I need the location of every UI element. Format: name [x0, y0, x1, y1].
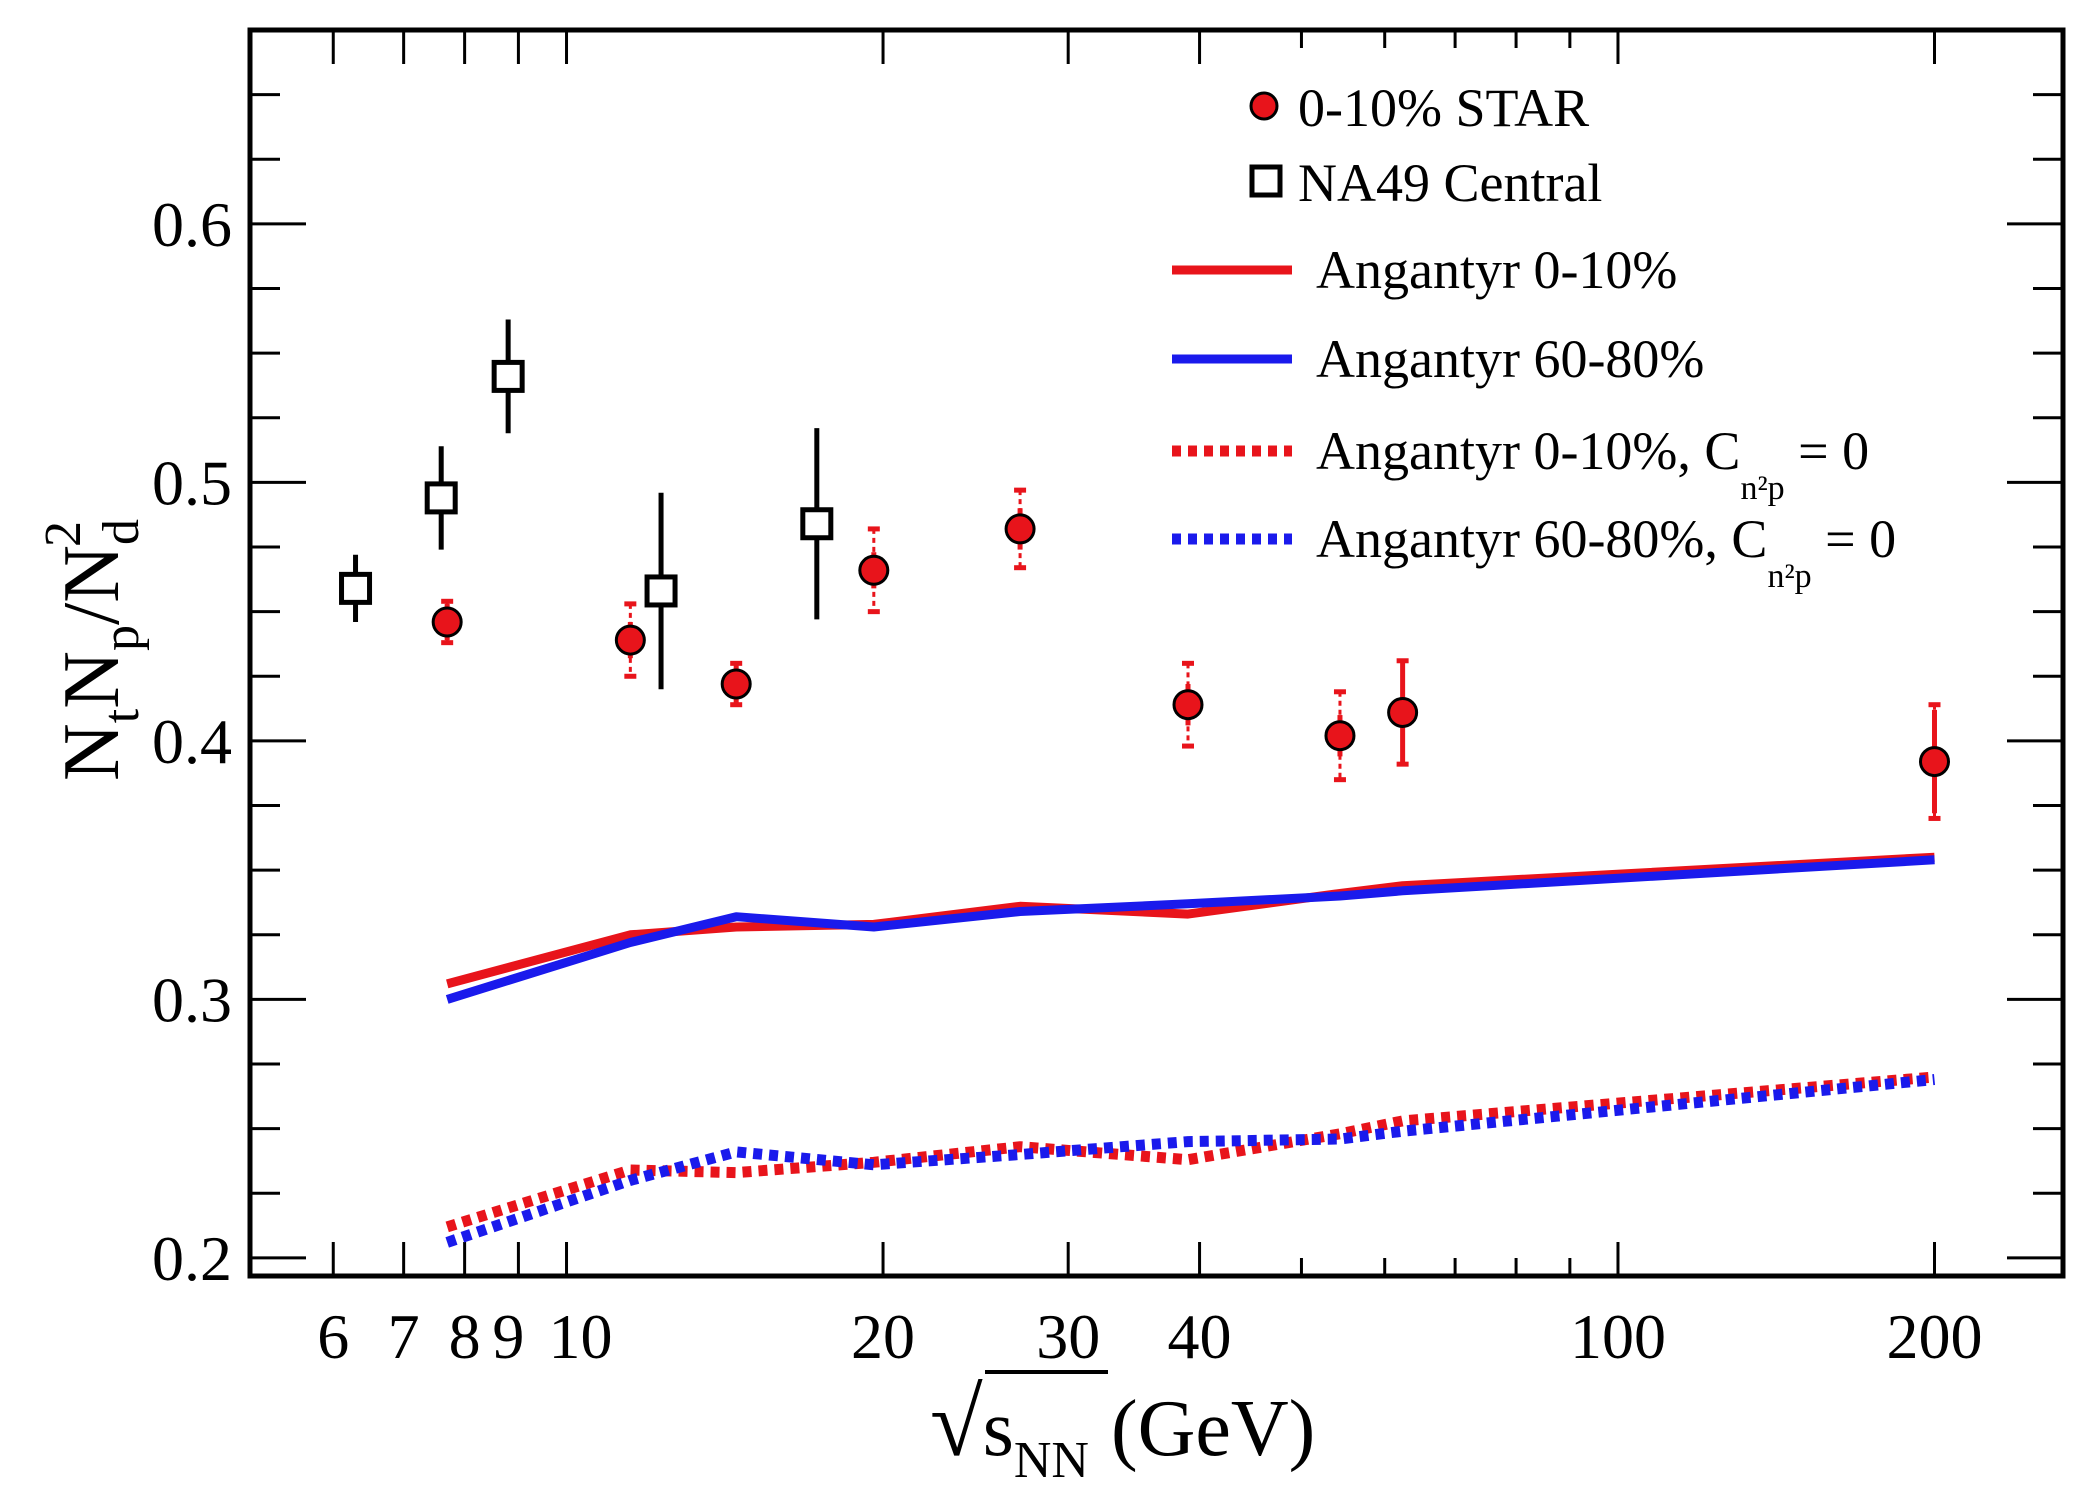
x-tick-label: 10 — [549, 1301, 613, 1372]
x-tick-label: 30 — [1036, 1301, 1100, 1372]
axis-ticks — [250, 30, 2063, 1276]
legend-label-tail: = 0 — [1785, 421, 1869, 481]
legend-label: Angantyr 60-80%, Cn²p = 0 — [1316, 509, 1896, 595]
model-curves — [445, 852, 1936, 1248]
na49-point — [339, 571, 373, 605]
legend-label-main: Angantyr 0-10%, C — [1316, 421, 1740, 481]
x-title-sub: NN — [1014, 1432, 1089, 1489]
x-axis-title: √sNN (GeV) — [930, 1369, 1315, 1489]
legend-label-sub: n²p — [1740, 470, 1784, 507]
legend-marker-square — [1249, 164, 1283, 198]
star-point — [858, 554, 890, 586]
x-tick-label: 40 — [1168, 1301, 1232, 1372]
x-title-s: s — [983, 1385, 1014, 1473]
legend-label: Angantyr 0-10%, Cn²p = 0 — [1316, 421, 1869, 507]
na49-point — [491, 359, 525, 393]
star-point — [1004, 513, 1036, 545]
star-point — [1387, 696, 1419, 728]
na49-point — [644, 574, 678, 608]
legend-label: 0-10% STAR — [1298, 78, 1589, 138]
star-point — [614, 624, 646, 656]
y-tick-label: 0.4 — [152, 706, 232, 777]
legend-marker-circle — [1249, 91, 1279, 121]
y-title-s3: d — [93, 519, 150, 545]
y-title-s2: p — [93, 625, 150, 651]
star-point — [1918, 746, 1950, 778]
legend-label-main: Angantyr 60-80%, C — [1316, 509, 1767, 569]
y-tick-label: 0.2 — [152, 1223, 232, 1294]
x-tick-label: 200 — [1886, 1301, 1982, 1372]
y-tick-label: 0.5 — [152, 447, 232, 518]
y-tick-label: 0.6 — [152, 189, 232, 260]
x-tick-label: 20 — [851, 1301, 915, 1372]
legend-label: Angantyr 0-10% — [1316, 240, 1677, 300]
legend-label: NA49 Central — [1298, 153, 1602, 213]
svg-text:√sNN(GeV): √sNN (GeV) — [930, 1369, 1315, 1489]
na49-point — [424, 481, 458, 515]
series-line — [445, 855, 1935, 1004]
legend-label-tail: = 0 — [1812, 509, 1896, 569]
x-tick-label: 7 — [388, 1301, 420, 1372]
na49-point — [800, 507, 834, 541]
legend-label-main: Angantyr 60-80% — [1316, 329, 1704, 389]
plot-frame — [247, 27, 2066, 1279]
data-points — [339, 319, 1950, 821]
y-title-n1: N — [48, 723, 136, 781]
legend-label-main: NA49 Central — [1298, 153, 1602, 213]
y-title-n2: N — [48, 651, 136, 709]
y-axis-title: NtNp/Nd2 — [35, 519, 150, 781]
legend-label: Angantyr 60-80% — [1316, 329, 1704, 389]
series-line — [445, 1074, 1936, 1248]
y-tick-label: 0.3 — [152, 964, 232, 1035]
legend-label-main: Angantyr 0-10% — [1316, 240, 1677, 300]
star-point — [1172, 689, 1204, 721]
x-tick-label: 6 — [317, 1301, 349, 1372]
x-tick-label: 8 — [449, 1301, 481, 1372]
star-point — [431, 606, 463, 638]
x-title-unit: (GeV) — [1111, 1385, 1315, 1473]
legend-label-main: 0-10% STAR — [1298, 78, 1589, 138]
x-tick-label: 9 — [492, 1301, 524, 1372]
y-title-s1: t — [93, 708, 150, 723]
x-tick-label: 100 — [1570, 1301, 1666, 1372]
legend-label-sub: n²p — [1767, 558, 1811, 595]
tick-labels: 6 7 8 9 10 20 30 40 100 200 0.2 0.3 0.4 0.5 0.6 — [152, 189, 1982, 1372]
y-title-sup: 2 — [35, 521, 92, 547]
svg-text:NtNp/Nd2: NtNp/Nd2 — [35, 519, 150, 781]
x-title-radical: √ — [930, 1369, 983, 1476]
y-title-slash: /N — [48, 545, 136, 625]
star-point — [1324, 720, 1356, 752]
legend: 0-10% STAR NA49 Central Angantyr 0-10% Anga… — [1172, 78, 1896, 595]
star-point — [720, 668, 752, 700]
